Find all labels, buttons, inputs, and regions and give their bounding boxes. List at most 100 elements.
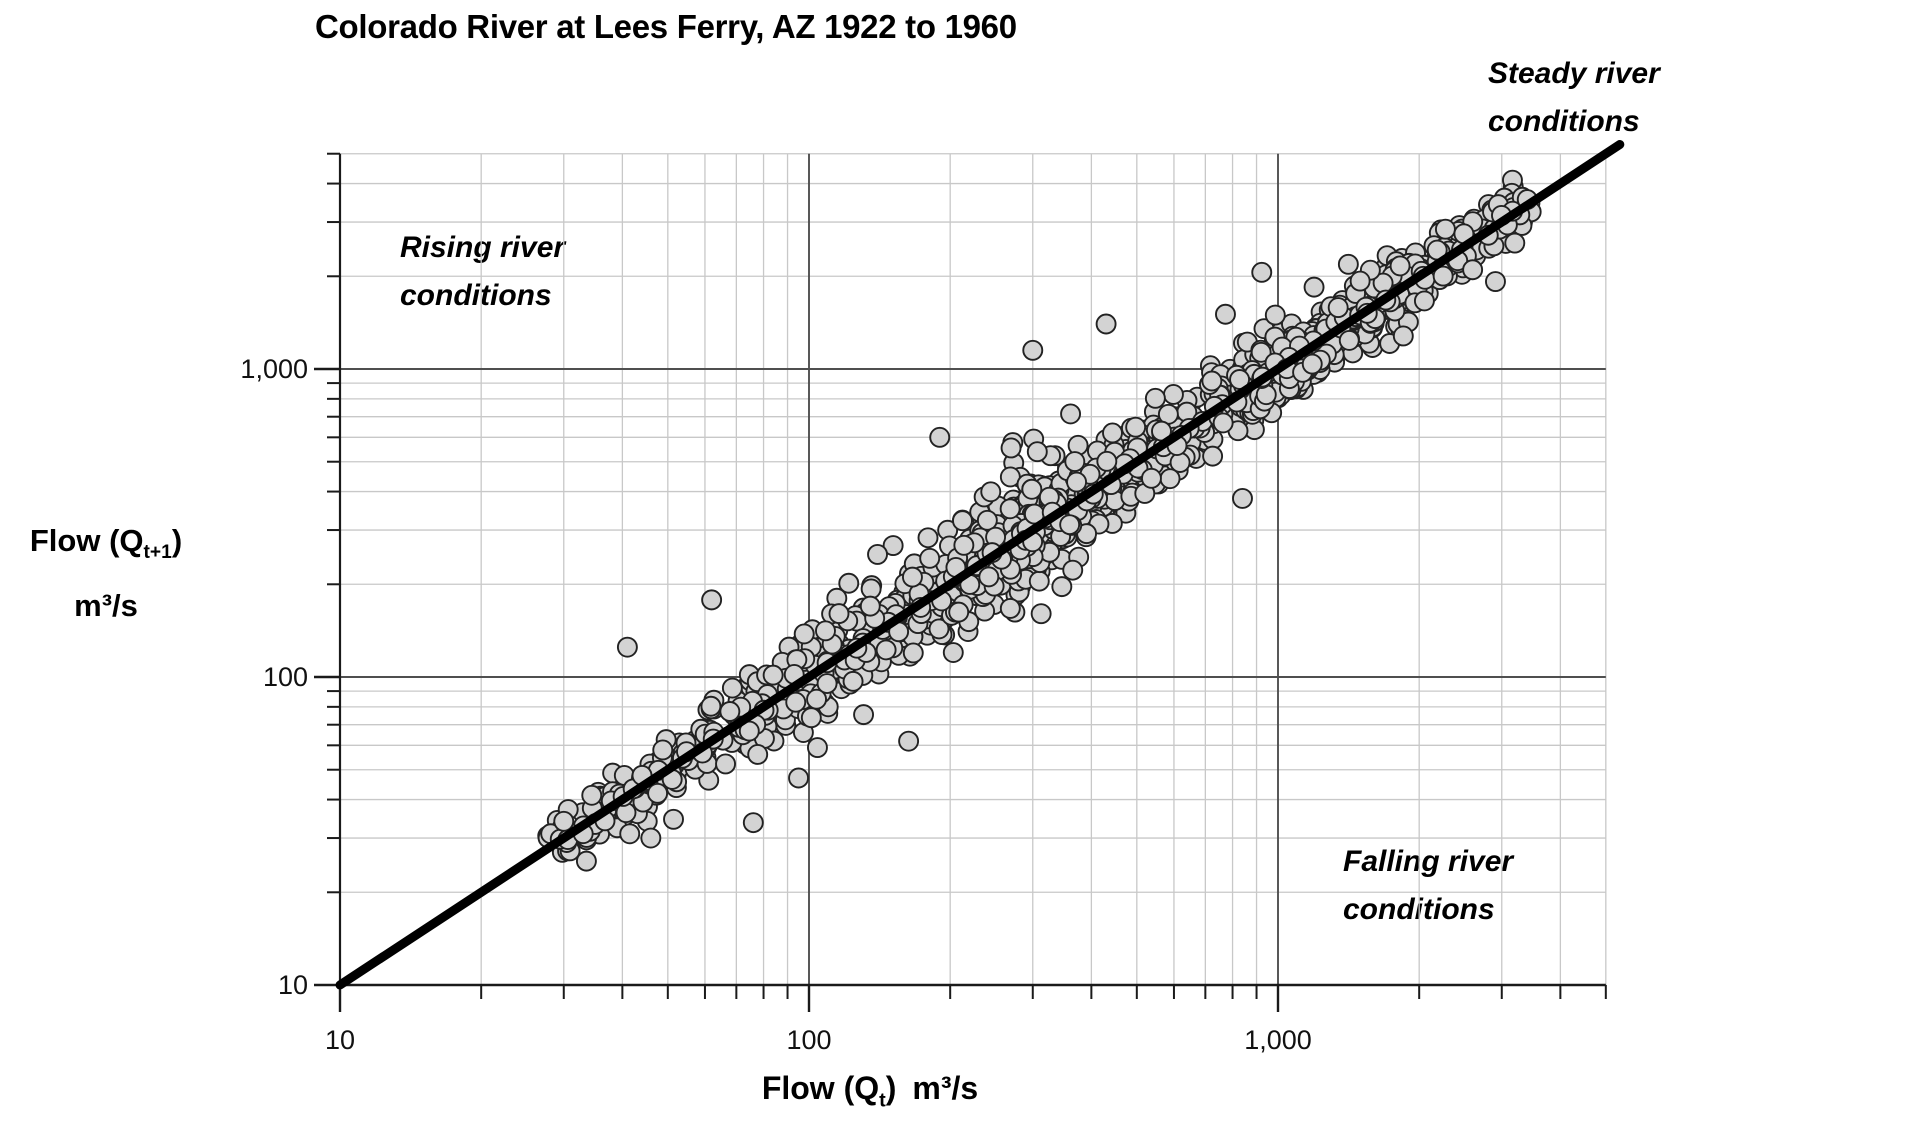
data-point — [948, 601, 970, 623]
data-point — [719, 701, 741, 722]
data-point — [953, 534, 975, 556]
data-point — [1096, 450, 1118, 472]
data-point — [1389, 255, 1411, 277]
data-point — [1303, 276, 1325, 298]
annotation-falling-river: Falling river conditions — [1343, 845, 1514, 926]
identity-line — [335, 140, 1625, 990]
data-point — [1212, 412, 1234, 434]
data-point — [1413, 290, 1435, 312]
data-point — [1485, 271, 1506, 293]
data-point — [919, 547, 941, 569]
chart-title: Colorado River at Lees Ferry, AZ 1922 to… — [315, 8, 1017, 45]
data-point — [1030, 603, 1052, 625]
data-point — [715, 753, 737, 775]
data-point — [1392, 325, 1414, 347]
y-axis-label-units: m³/s — [74, 588, 138, 624]
annotation-rising-river: Rising river conditions — [400, 231, 566, 312]
data-point — [902, 566, 923, 588]
data-point — [853, 704, 875, 726]
data-point — [793, 623, 815, 645]
data-point — [1162, 384, 1184, 405]
data-point — [1140, 467, 1162, 489]
data-point — [1095, 313, 1117, 335]
data-point — [663, 808, 684, 830]
data-point — [619, 823, 641, 845]
data-point — [842, 670, 864, 692]
data-point — [1251, 261, 1273, 283]
data-point — [976, 509, 998, 531]
data-point — [1026, 441, 1048, 463]
data-point — [1144, 387, 1166, 409]
data-point — [978, 566, 1000, 588]
data-point — [942, 642, 964, 663]
data-point — [867, 543, 888, 565]
data-point — [816, 673, 838, 694]
x-axis-label-subscript: t — [879, 1089, 886, 1112]
data-point — [1051, 576, 1073, 598]
data-point — [1232, 487, 1253, 509]
data-point — [980, 481, 1002, 503]
data-point — [1202, 445, 1224, 467]
data-point — [762, 664, 784, 686]
data-point — [1338, 329, 1360, 351]
data-point — [1022, 339, 1044, 361]
data-point — [788, 767, 810, 789]
x-tick-label: 10 — [325, 1025, 355, 1055]
data-point — [581, 784, 603, 806]
y-axis-label: Flow (Qt+1) m³/s — [0, 514, 212, 632]
data-point — [1125, 416, 1147, 438]
data-point — [1337, 253, 1359, 275]
data-point — [1064, 451, 1086, 473]
data-point — [640, 827, 662, 849]
data-point — [701, 589, 723, 611]
data-point — [1264, 304, 1286, 326]
data-point — [952, 510, 973, 532]
annotation-steady-river: Steady river conditions — [1488, 57, 1660, 138]
data-point — [575, 850, 597, 872]
y-tick-label: 10 — [278, 970, 308, 1000]
y-axis-label-subscript: t+1 — [143, 542, 172, 564]
data-point — [929, 426, 951, 448]
data-point — [785, 691, 807, 713]
data-point — [1060, 403, 1082, 425]
data-point — [1434, 218, 1456, 240]
data-point — [1432, 265, 1454, 287]
data-point — [1066, 471, 1088, 493]
x-tick-label: 100 — [786, 1025, 831, 1055]
data-point — [882, 535, 904, 557]
x-tick-label: 1,000 — [1244, 1025, 1312, 1055]
data-point — [902, 642, 924, 664]
data-point — [1504, 232, 1526, 254]
data-point — [1028, 570, 1050, 592]
data-point — [647, 782, 669, 804]
data-point — [742, 812, 764, 834]
data-point — [859, 595, 881, 617]
data-point — [1000, 437, 1022, 459]
data-point — [1462, 259, 1484, 281]
data-point — [1301, 353, 1323, 375]
data-point — [875, 639, 897, 661]
x-axis-label-units: m³/s — [912, 1070, 979, 1106]
data-point — [1059, 514, 1081, 536]
data-point — [1169, 452, 1191, 473]
data-point — [747, 744, 769, 765]
data-point — [928, 618, 950, 640]
data-point — [700, 695, 722, 717]
data-point — [1062, 559, 1084, 581]
data-point — [800, 707, 822, 729]
data-point — [721, 677, 743, 699]
y-axis-label-quantity: Flow (Qt+1) — [29, 523, 183, 564]
data-point — [652, 739, 674, 761]
y-tick-label: 100 — [263, 662, 308, 692]
y-tick-label: 1,000 — [240, 354, 308, 384]
data-point — [815, 620, 836, 642]
data-point — [553, 810, 575, 832]
data-point — [999, 597, 1021, 619]
data-point — [1102, 422, 1123, 444]
data-point — [898, 730, 920, 752]
x-axis-label: Flow (Qt) m³/s — [761, 1070, 979, 1112]
data-point — [860, 578, 882, 600]
data-point — [1021, 478, 1043, 500]
